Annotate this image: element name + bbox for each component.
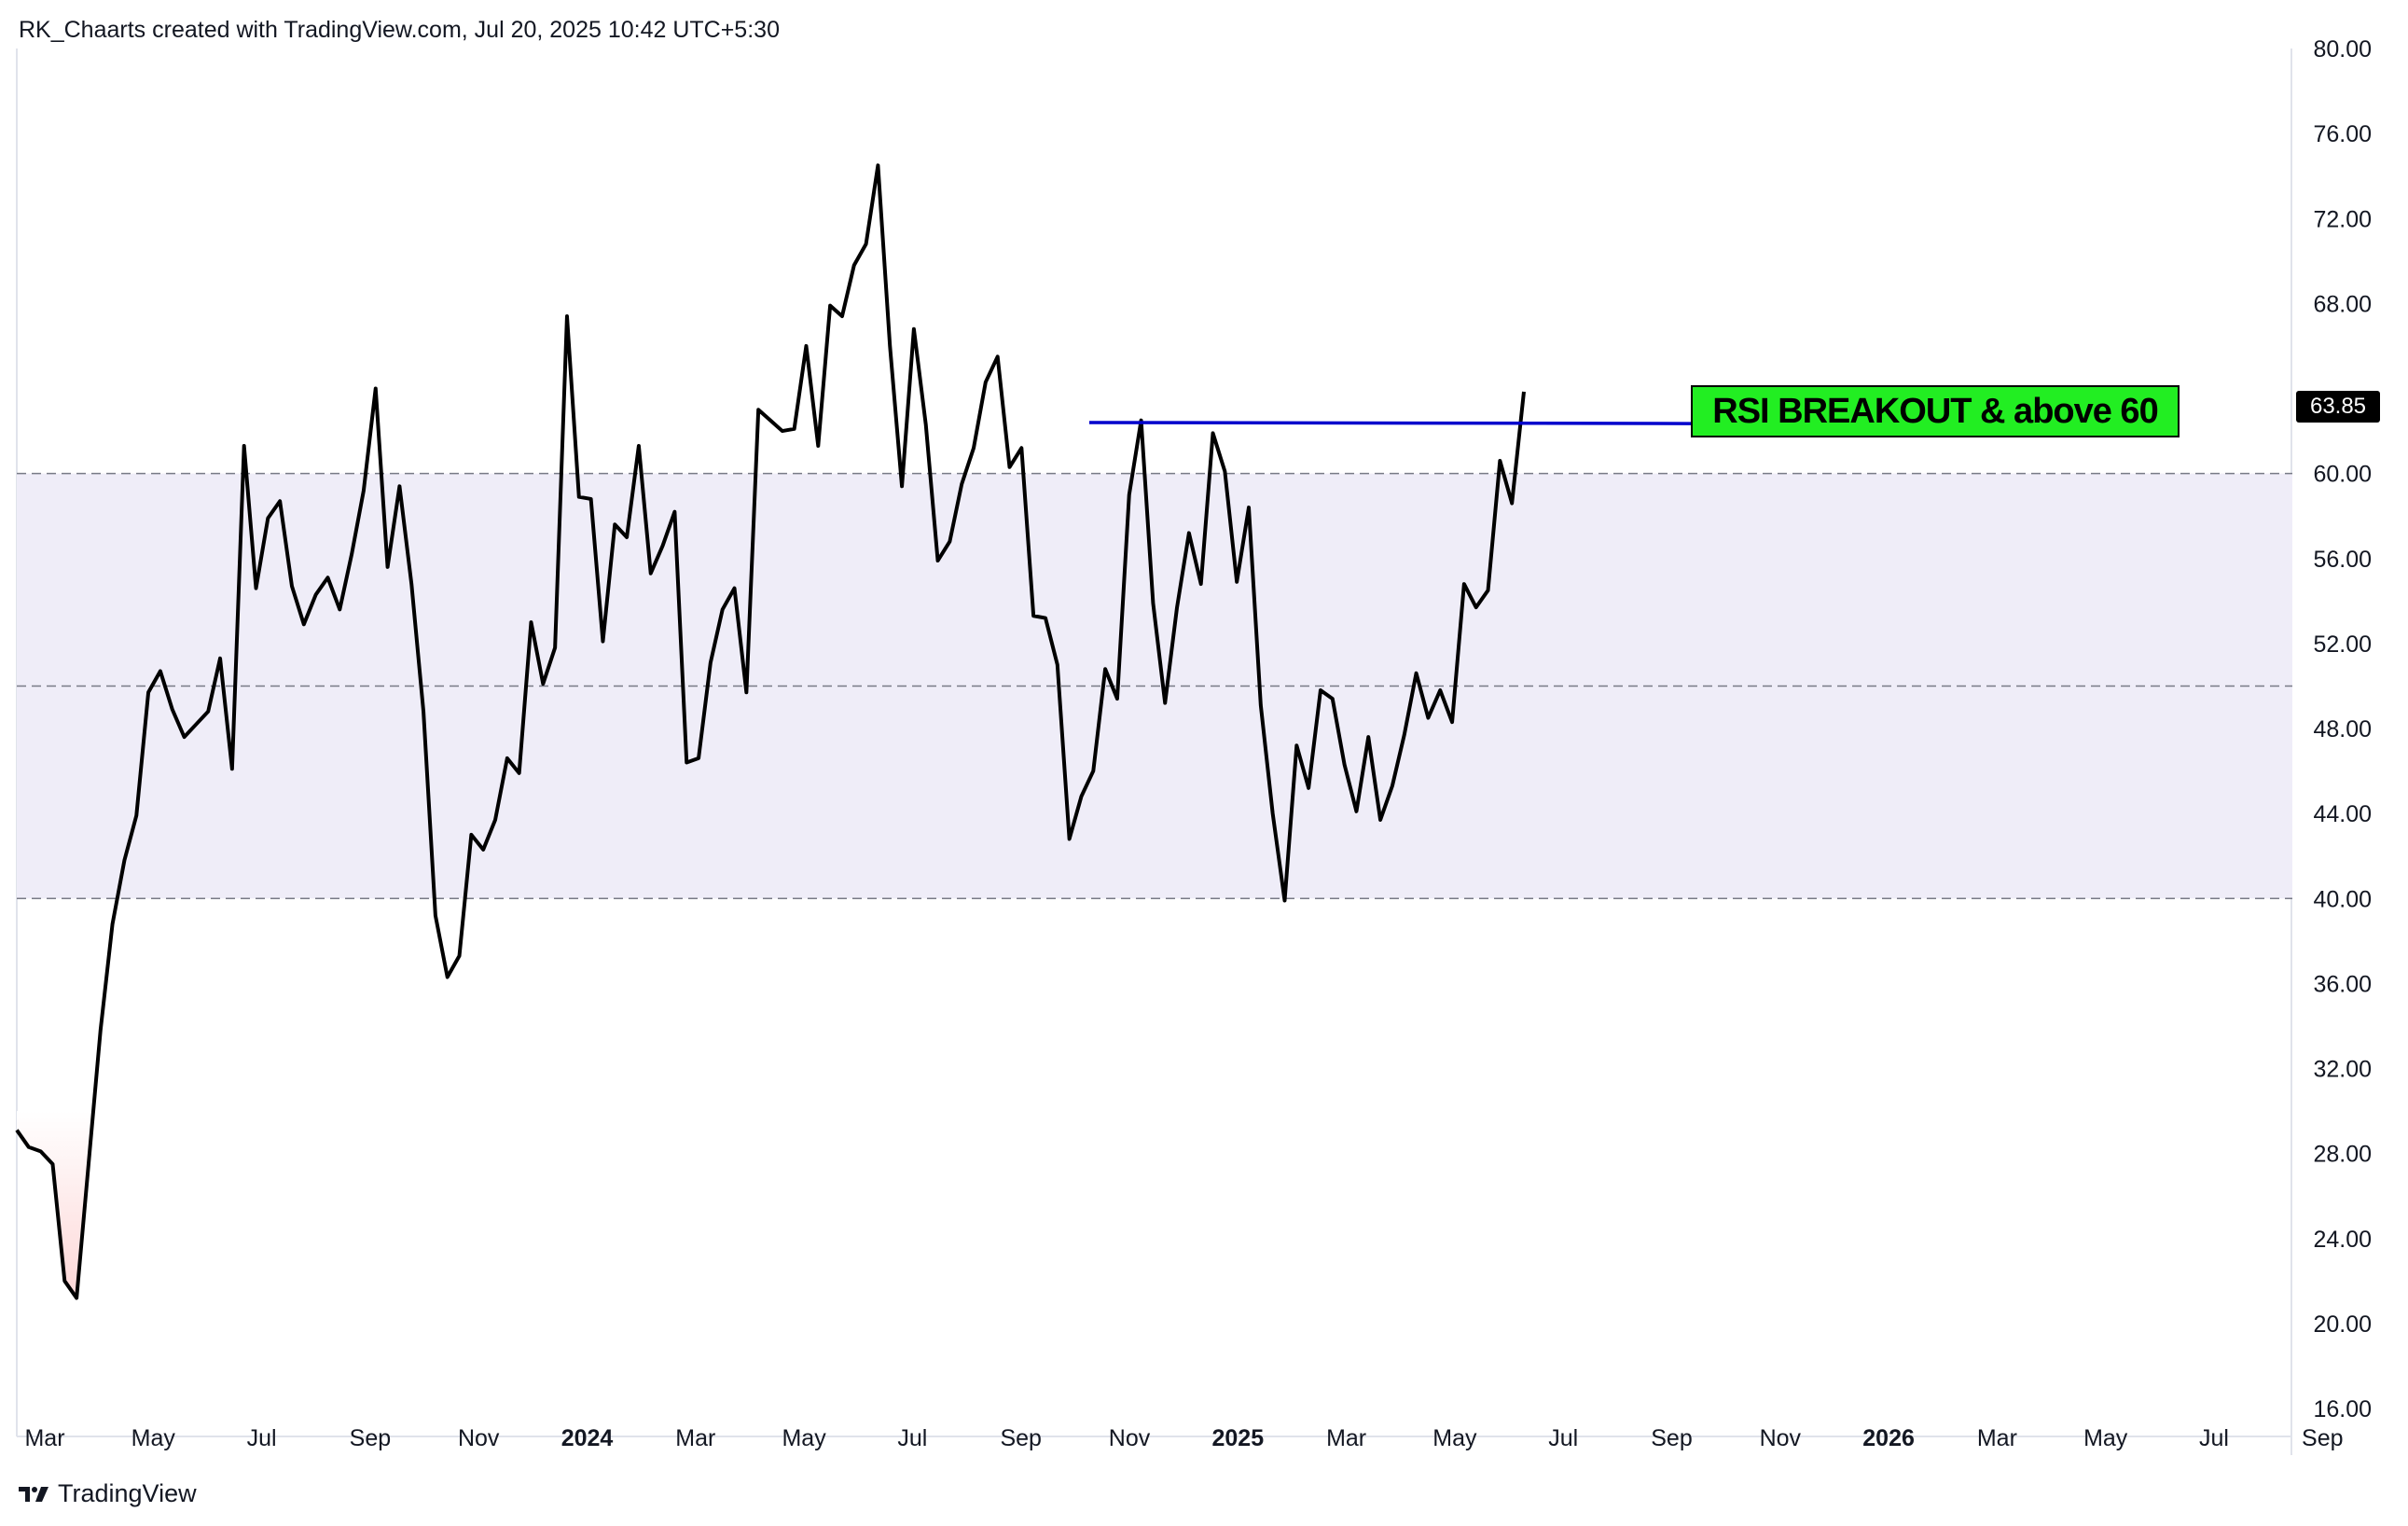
y-tick-label: 24.00 <box>2313 1227 2372 1253</box>
y-tick-label: 68.00 <box>2313 291 2372 317</box>
last-value-badge: 63.85 <box>2296 391 2380 423</box>
y-tick-label: 76.00 <box>2313 121 2372 147</box>
x-tick-label: Nov <box>458 1425 500 1451</box>
rsi-series-layer <box>15 163 1526 1300</box>
x-tick-label: Nov <box>1109 1425 1151 1451</box>
x-tick-label: Mar <box>1977 1425 2017 1451</box>
x-tick-label: Sep <box>350 1425 391 1451</box>
x-tick-label: May <box>1432 1425 1477 1451</box>
x-tick-label: Jul <box>897 1425 927 1451</box>
x-tick-label: May <box>131 1425 176 1451</box>
y-tick-label: 52.00 <box>2313 631 2372 658</box>
x-tick-label: Mar <box>1326 1425 1366 1451</box>
oversold-fill <box>17 1111 94 1298</box>
x-tick-label: Mar <box>24 1425 64 1451</box>
price-axis[interactable]: 80.00 76.00 72.00 68.00 60.00 56.00 52.00 48.00… <box>2313 36 2372 1422</box>
y-tick-label: 20.00 <box>2313 1311 2372 1338</box>
x-tick-label: 2024 <box>561 1425 614 1451</box>
x-tick-label: Sep <box>1000 1425 1041 1451</box>
oversold-fill-layer <box>17 1111 94 1298</box>
y-tick-label: 28.00 <box>2313 1142 2372 1168</box>
reference-lines <box>17 472 2292 899</box>
y-tick-label: 40.00 <box>2313 886 2372 912</box>
x-tick-label: Sep <box>1651 1425 1692 1451</box>
x-tick-label: Sep <box>2302 1425 2343 1451</box>
tradingview-brand: TradingView <box>58 1479 197 1507</box>
y-tick-label: 44.00 <box>2313 801 2372 827</box>
x-tick-label: 2026 <box>1862 1425 1915 1451</box>
x-tick-label: May <box>2083 1425 2128 1451</box>
y-tick-label: 32.00 <box>2313 1057 2372 1083</box>
x-tick-label: 2025 <box>1211 1425 1264 1451</box>
y-tick-label: 80.00 <box>2313 36 2372 62</box>
x-tick-label: Nov <box>1760 1425 1802 1451</box>
y-tick-label: 60.00 <box>2313 462 2372 488</box>
x-tick-label: Jul <box>2199 1425 2229 1451</box>
x-tick-label: Jul <box>247 1425 277 1451</box>
x-tick-label: May <box>782 1425 826 1451</box>
tradingview-logo-icon <box>19 1486 48 1502</box>
y-tick-label: 36.00 <box>2313 971 2372 997</box>
tradingview-logo[interactable]: TradingView <box>19 1479 197 1508</box>
y-tick-label: 72.00 <box>2313 206 2372 232</box>
rsi-line[interactable] <box>15 163 1526 1300</box>
x-tick-label: Mar <box>675 1425 715 1451</box>
time-axis[interactable]: Mar May Jul Sep Nov 2024 Mar May Jul Sep Nov 2025 Ma… <box>24 1425 2343 1451</box>
x-tick-label: Jul <box>1548 1425 1578 1451</box>
chart-attribution: RK_Chaarts created with TradingView.com,… <box>19 17 780 43</box>
y-tick-label: 16.00 <box>2313 1396 2372 1422</box>
breakout-annotation[interactable]: RSI BREAKOUT & above 60 <box>1691 385 2180 437</box>
y-tick-label: 56.00 <box>2313 547 2372 573</box>
y-tick-label: 48.00 <box>2313 716 2372 742</box>
